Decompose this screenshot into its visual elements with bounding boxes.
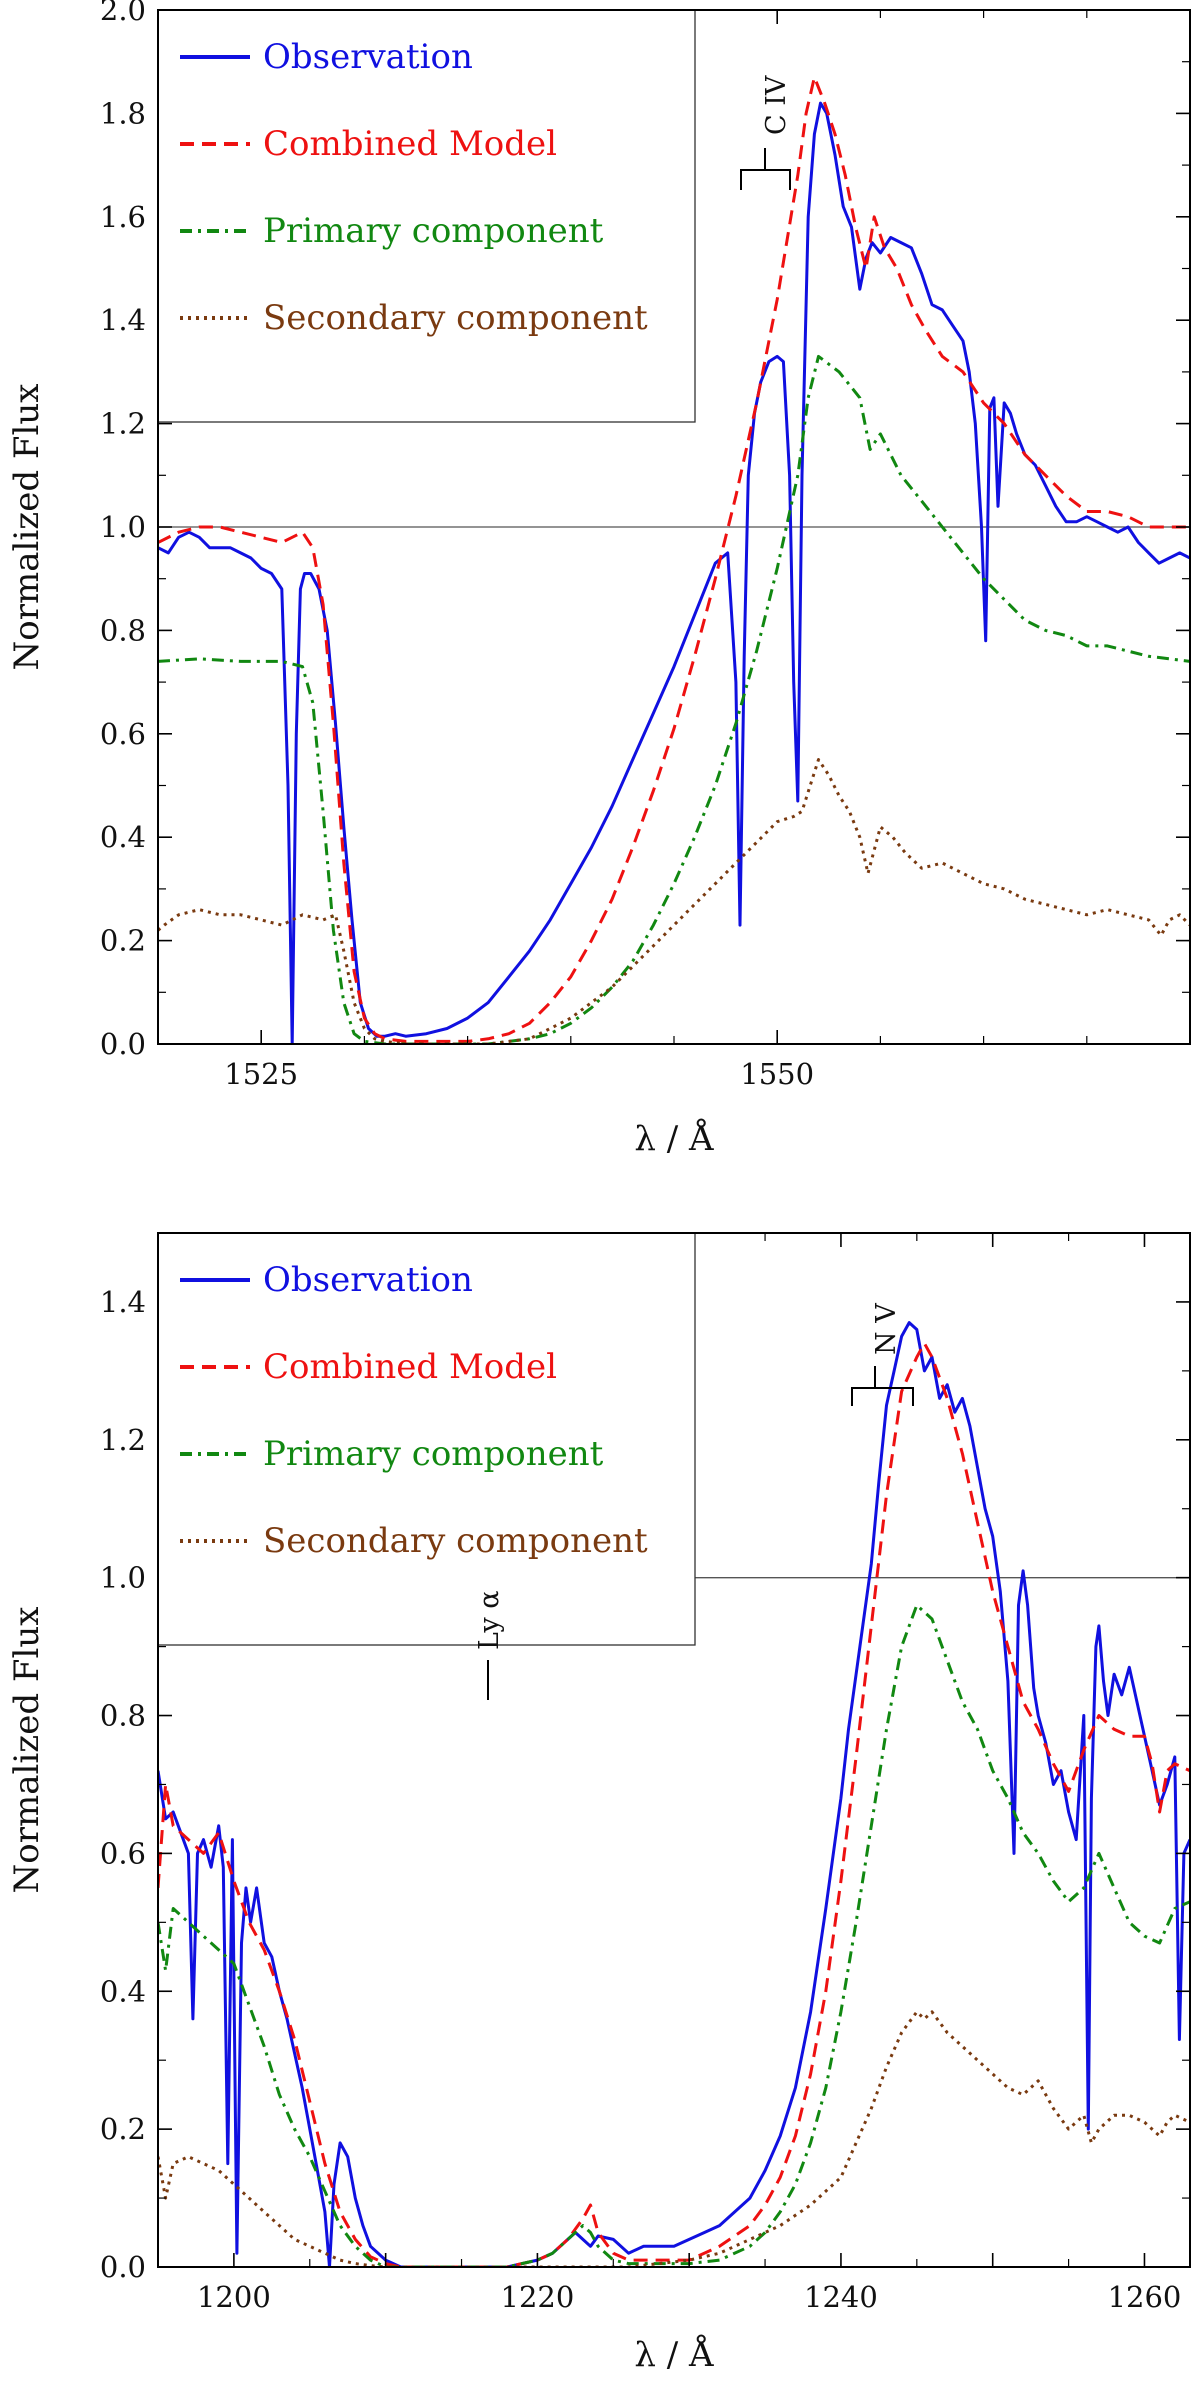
- bot-legend-label: Observation: [263, 1260, 473, 1300]
- bot-ytick-label: 0.0: [100, 2250, 146, 2284]
- top-legend-label: Observation: [263, 37, 473, 77]
- bot-ytick-label: 0.2: [100, 2112, 146, 2146]
- top-xtick-label: 1525: [224, 1057, 298, 1091]
- top-ytick-label: 1.0: [100, 510, 146, 544]
- top-legend-box: [157, 9, 696, 423]
- bot-legend-label: Primary component: [263, 1434, 604, 1474]
- top-legend-label: Combined Model: [263, 124, 557, 164]
- top-series-group: [158, 75, 1190, 1044]
- top-legend-label: Primary component: [263, 211, 604, 251]
- top-ytick-label: 0.6: [100, 717, 146, 751]
- bot-ytick-label: 0.6: [100, 1836, 146, 1870]
- bot-xtick-label: 1200: [197, 2280, 271, 2314]
- bottom-x-axis-label: λ / Å: [634, 2334, 714, 2375]
- top-civ-label: C IV: [761, 75, 792, 135]
- bot-xtick-label: 1260: [1108, 2280, 1182, 2314]
- top-ytick-label: 0.4: [100, 820, 146, 854]
- bot-series-combined-model: [158, 1341, 1190, 2267]
- bot-ytick-label: 1.0: [100, 1561, 146, 1595]
- top-x-axis-label: λ / Å: [634, 1118, 714, 1159]
- bottom-plot-frame: [157, 1232, 1191, 2268]
- bot-series-observation: [158, 1321, 1190, 2267]
- top-civ-marker: C IV: [740, 75, 792, 190]
- bot-ytick-label: 0.8: [100, 1699, 146, 1733]
- bottom-y-axis-label: Normalized Flux: [7, 1607, 47, 1894]
- top-series-primary-component: [158, 354, 1190, 1044]
- bot-xtick-label: 1220: [501, 2280, 575, 2314]
- top-legend: Observation Combined Model Primary compone…: [180, 37, 648, 338]
- bottom-nv-label: N V: [871, 1303, 902, 1355]
- top-ytick-label: 0.2: [100, 924, 146, 958]
- top-ticks: 0.0 0.2 0.4 0.6 0.8 1.0 1.2 1.4 1.6 1.8 2.0 1525 155…: [100, 0, 1191, 1091]
- bottom-panel: 0.0 0.2 0.4 0.6 0.8 1.0 1.2 1.4 1200 1220 1240 1260…: [7, 1232, 1191, 2375]
- top-series-observation: [158, 101, 1190, 1044]
- bot-series-secondary-component: [158, 2010, 1190, 2267]
- bottom-legend: Observation Combined Model Primary compone…: [180, 1260, 648, 1561]
- bottom-legend-box: [157, 1232, 696, 1646]
- bot-ytick-label: 0.4: [100, 1974, 146, 2008]
- bot-ytick-label: 1.4: [100, 1285, 146, 1319]
- bot-ytick-label: 1.2: [100, 1423, 146, 1457]
- bot-xtick-label: 1240: [804, 2280, 878, 2314]
- bottom-nv-marker: N V: [851, 1303, 914, 1406]
- top-legend-label: Secondary component: [263, 298, 648, 338]
- bottom-ticks: 0.0 0.2 0.4 0.6 0.8 1.0 1.2 1.4 1200 1220 1240 1260: [100, 1233, 1190, 2314]
- top-y-axis-label: Normalized Flux: [7, 384, 47, 671]
- top-series-secondary-component: [158, 758, 1190, 1044]
- top-ytick-label: 1.2: [100, 407, 146, 441]
- top-ytick-label: 2.0: [100, 0, 146, 27]
- top-plot-frame: [157, 9, 1191, 1045]
- top-panel: 0.0 0.2 0.4 0.6 0.8 1.0 1.2 1.4 1.6 1.8 2.0 1525 155…: [7, 0, 1191, 1159]
- bottom-lya-label: Ly α: [474, 1590, 505, 1650]
- top-ytick-label: 0.0: [100, 1027, 146, 1061]
- bottom-lya-marker: Ly α: [474, 1590, 505, 1700]
- top-xtick-label: 1550: [740, 1057, 814, 1091]
- bot-legend-label: Secondary component: [263, 1521, 648, 1561]
- bot-legend-label: Combined Model: [263, 1347, 557, 1387]
- bottom-series-group: [158, 1321, 1190, 2267]
- top-ytick-label: 1.8: [100, 96, 146, 130]
- top-ytick-label: 1.4: [100, 303, 146, 337]
- top-ytick-label: 0.8: [100, 613, 146, 647]
- top-ytick-label: 1.6: [100, 200, 146, 234]
- bot-series-primary-component: [158, 1603, 1190, 2267]
